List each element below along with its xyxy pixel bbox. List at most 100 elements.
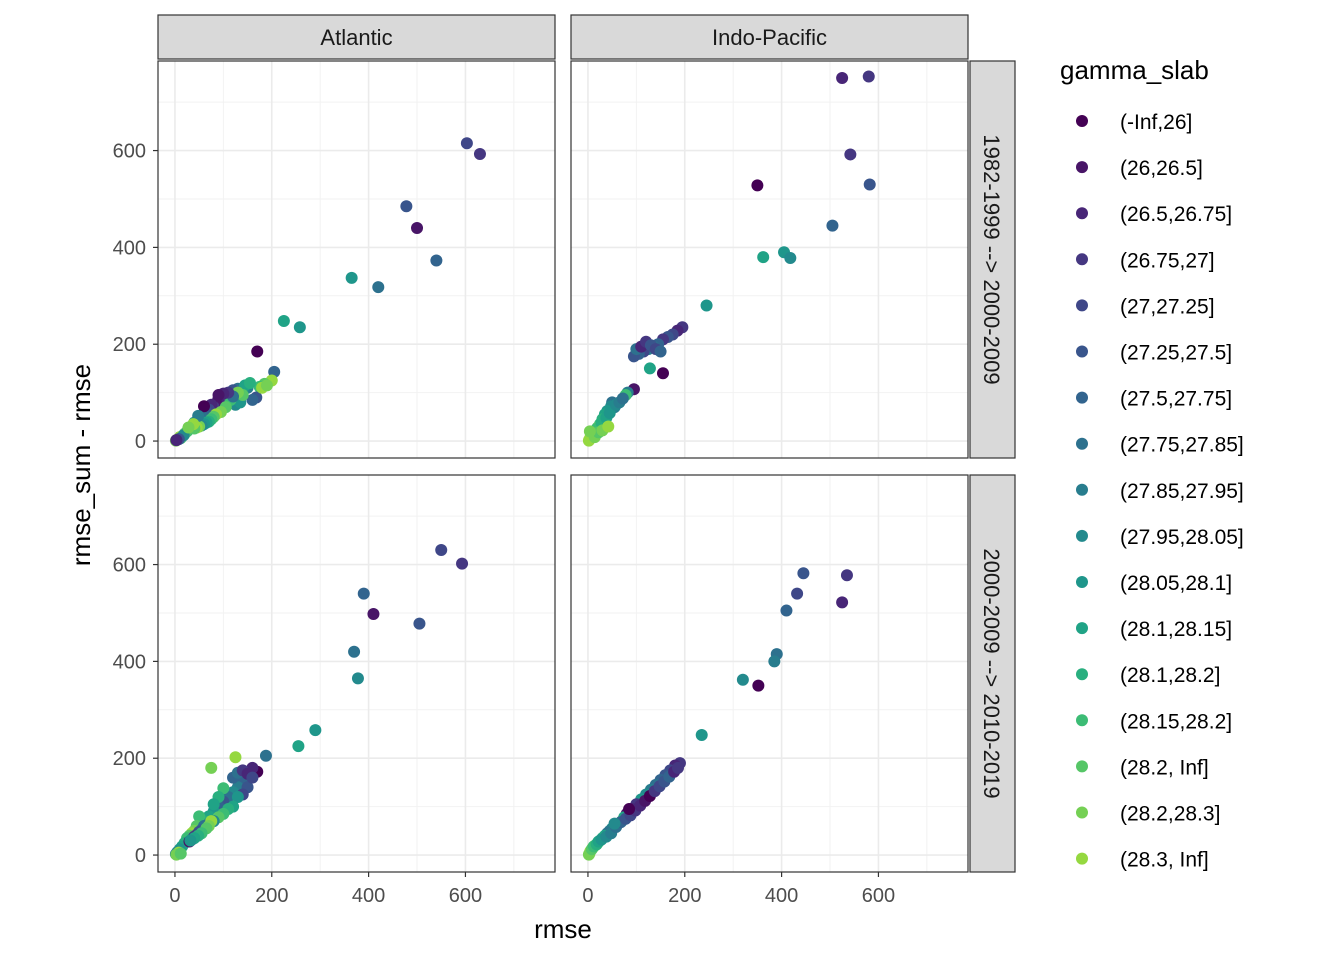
legend-item: (28.2, Inf]	[1076, 756, 1209, 779]
legend-key	[1076, 576, 1088, 588]
legend-label: (26.5,26.75]	[1120, 203, 1232, 226]
points-group	[169, 137, 486, 447]
data-point	[602, 420, 615, 433]
panel-border	[157, 474, 556, 873]
data-point	[656, 367, 669, 380]
legend-label: (-Inf,26]	[1120, 111, 1192, 134]
y-tick-label: 400	[113, 237, 146, 259]
y-tick-label: 200	[113, 334, 146, 356]
strip-col-label: Indo-Pacific	[712, 25, 827, 50]
legend-label: (26.75,27]	[1120, 249, 1215, 272]
panel-0-0	[157, 60, 556, 459]
x-tick-label: 400	[765, 885, 798, 907]
data-point	[184, 834, 197, 847]
data-point	[212, 389, 225, 402]
data-point	[345, 271, 358, 284]
data-point	[246, 771, 259, 784]
y-tick-label: 400	[113, 651, 146, 673]
strips-layer: Atlantic Indo-Pacific 1982-1999 --> 2000-2…	[157, 14, 1016, 873]
data-point	[603, 406, 616, 419]
data-point	[700, 299, 713, 312]
data-point	[780, 604, 793, 617]
legend-item: (-Inf,26]	[1076, 111, 1192, 134]
data-point	[751, 179, 764, 192]
legend-key	[1076, 299, 1088, 312]
data-point	[583, 425, 596, 438]
x-tick-label: 600	[862, 885, 895, 907]
x-tick-label: 0	[169, 885, 180, 907]
legend-key	[1076, 115, 1088, 127]
data-point	[182, 421, 195, 434]
data-point	[293, 321, 306, 334]
data-point	[277, 314, 290, 327]
data-point	[348, 645, 361, 658]
legend-item: (26.5,26.75]	[1076, 203, 1232, 226]
data-point	[752, 679, 765, 692]
axes-layer: 0 200 400 600 0 200 400 600 0 200 400 600 0 200 400 600	[113, 141, 895, 907]
legend-label: (28.3, Inf]	[1120, 849, 1209, 872]
data-point	[654, 345, 667, 358]
data-point	[836, 596, 849, 609]
data-point	[231, 790, 244, 803]
points-group	[169, 544, 469, 861]
y-tick-label: 0	[135, 845, 146, 867]
y-tick-label: 600	[113, 141, 146, 163]
data-point	[768, 655, 781, 668]
panel-1-1	[570, 474, 969, 873]
panel-border	[570, 474, 969, 873]
data-point	[784, 252, 797, 265]
points-group	[582, 70, 876, 447]
legend-key	[1076, 483, 1088, 496]
legend-label: (28.2,28.3]	[1120, 803, 1220, 826]
legend-label: (28.2, Inf]	[1120, 756, 1209, 779]
legend-key	[1076, 253, 1088, 266]
data-point	[367, 607, 380, 620]
data-point	[309, 724, 322, 737]
legend-item: (26,26.5]	[1076, 157, 1203, 180]
legend-label: (27.95,28.05]	[1120, 526, 1244, 549]
y-tick-label: 600	[113, 555, 146, 577]
legend-item: (27.5,27.75]	[1076, 388, 1232, 411]
x-tick-label: 200	[255, 885, 288, 907]
data-point	[243, 376, 256, 389]
legend-label: (28.15,28.2]	[1120, 710, 1232, 733]
x-tick-label: 0	[582, 885, 593, 907]
points-group	[582, 567, 853, 861]
legend-label: (28.1,28.2]	[1120, 664, 1220, 687]
data-point	[193, 810, 206, 823]
data-point	[862, 70, 875, 83]
x-tick-label: 400	[352, 885, 385, 907]
panel-1-0	[157, 474, 556, 873]
data-point	[608, 817, 621, 830]
data-point	[229, 751, 242, 764]
legend-label: (27.5,27.75]	[1120, 388, 1232, 411]
data-point	[357, 587, 370, 600]
data-point	[260, 379, 273, 392]
legend-key	[1076, 806, 1088, 819]
data-point	[174, 847, 187, 860]
data-point	[844, 148, 857, 161]
data-point	[435, 544, 448, 557]
panel-0-1	[570, 60, 969, 459]
y-axis-title: rmse_sum - rmse	[66, 364, 96, 566]
legend-item: (27.25,27.5]	[1076, 342, 1232, 365]
data-point	[736, 673, 749, 686]
data-point	[217, 782, 230, 795]
legend-item: (28.15,28.2]	[1076, 710, 1232, 733]
legend-key	[1076, 760, 1088, 773]
data-point	[259, 749, 272, 762]
strip-row-0	[969, 60, 1016, 459]
legend-label: (28.05,28.1]	[1120, 572, 1232, 595]
legend-label: (28.1,28.15]	[1120, 618, 1232, 641]
data-point	[205, 761, 218, 774]
legend-item: (27,27.25]	[1076, 295, 1215, 318]
data-point	[170, 434, 183, 447]
data-point	[400, 200, 413, 213]
panels-layer	[157, 60, 969, 873]
legend-item: (27.95,28.05]	[1076, 526, 1244, 549]
legend-item: (28.3, Inf]	[1076, 849, 1209, 872]
legend-label: (26,26.5]	[1120, 157, 1203, 180]
data-point	[351, 672, 364, 685]
legend-label: (27.75,27.85]	[1120, 434, 1244, 457]
